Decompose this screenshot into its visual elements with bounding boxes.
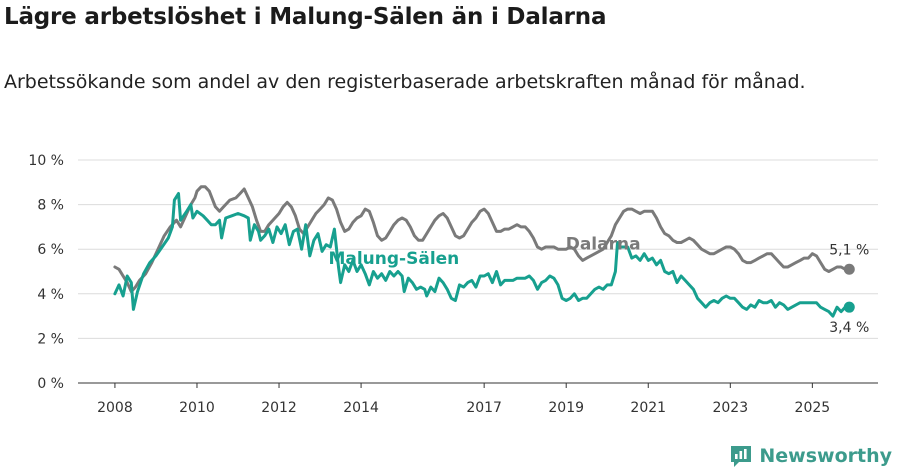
x-tick-label: 2008 bbox=[97, 400, 133, 416]
end-value-label-malung-salen: 3,4 % bbox=[829, 320, 869, 336]
x-tick-label: 2017 bbox=[466, 400, 502, 416]
y-tick-label: 10 % bbox=[28, 153, 64, 169]
x-tick-label: 2021 bbox=[630, 400, 666, 416]
x-tick-label: 2023 bbox=[712, 400, 748, 416]
y-tick-label: 2 % bbox=[37, 331, 64, 347]
x-tick-label: 2014 bbox=[343, 400, 379, 416]
series-end-point bbox=[843, 263, 855, 275]
newsworthy-logo-icon bbox=[731, 446, 752, 467]
brand-logo: Newsworthy bbox=[729, 444, 892, 468]
chart-subtitle: Arbetssökande som andel av den registerb… bbox=[4, 71, 806, 93]
series-line-malung-salen bbox=[113, 192, 851, 318]
brand-name: Newsworthy bbox=[759, 445, 892, 467]
x-tick-label: 2012 bbox=[261, 400, 297, 416]
x-tick-label: 2010 bbox=[179, 400, 215, 416]
y-tick-label: 0 % bbox=[37, 376, 64, 392]
x-tick-label: 2025 bbox=[795, 400, 831, 416]
chart-title: Lägre arbetslöshet i Malung-Sälen än i D… bbox=[4, 4, 607, 30]
y-tick-label: 4 % bbox=[37, 287, 64, 303]
end-value-label-dalarna: 5,1 % bbox=[829, 242, 869, 258]
series-label-malung-salen: Malung-Sälen bbox=[328, 249, 459, 269]
series-line-dalarna bbox=[113, 185, 851, 294]
series-label-dalarna: Dalarna bbox=[566, 235, 641, 255]
y-tick-label: 6 % bbox=[37, 242, 64, 258]
y-tick-label: 8 % bbox=[37, 198, 64, 214]
series-end-point bbox=[843, 301, 855, 313]
x-tick-label: 2019 bbox=[548, 400, 584, 416]
